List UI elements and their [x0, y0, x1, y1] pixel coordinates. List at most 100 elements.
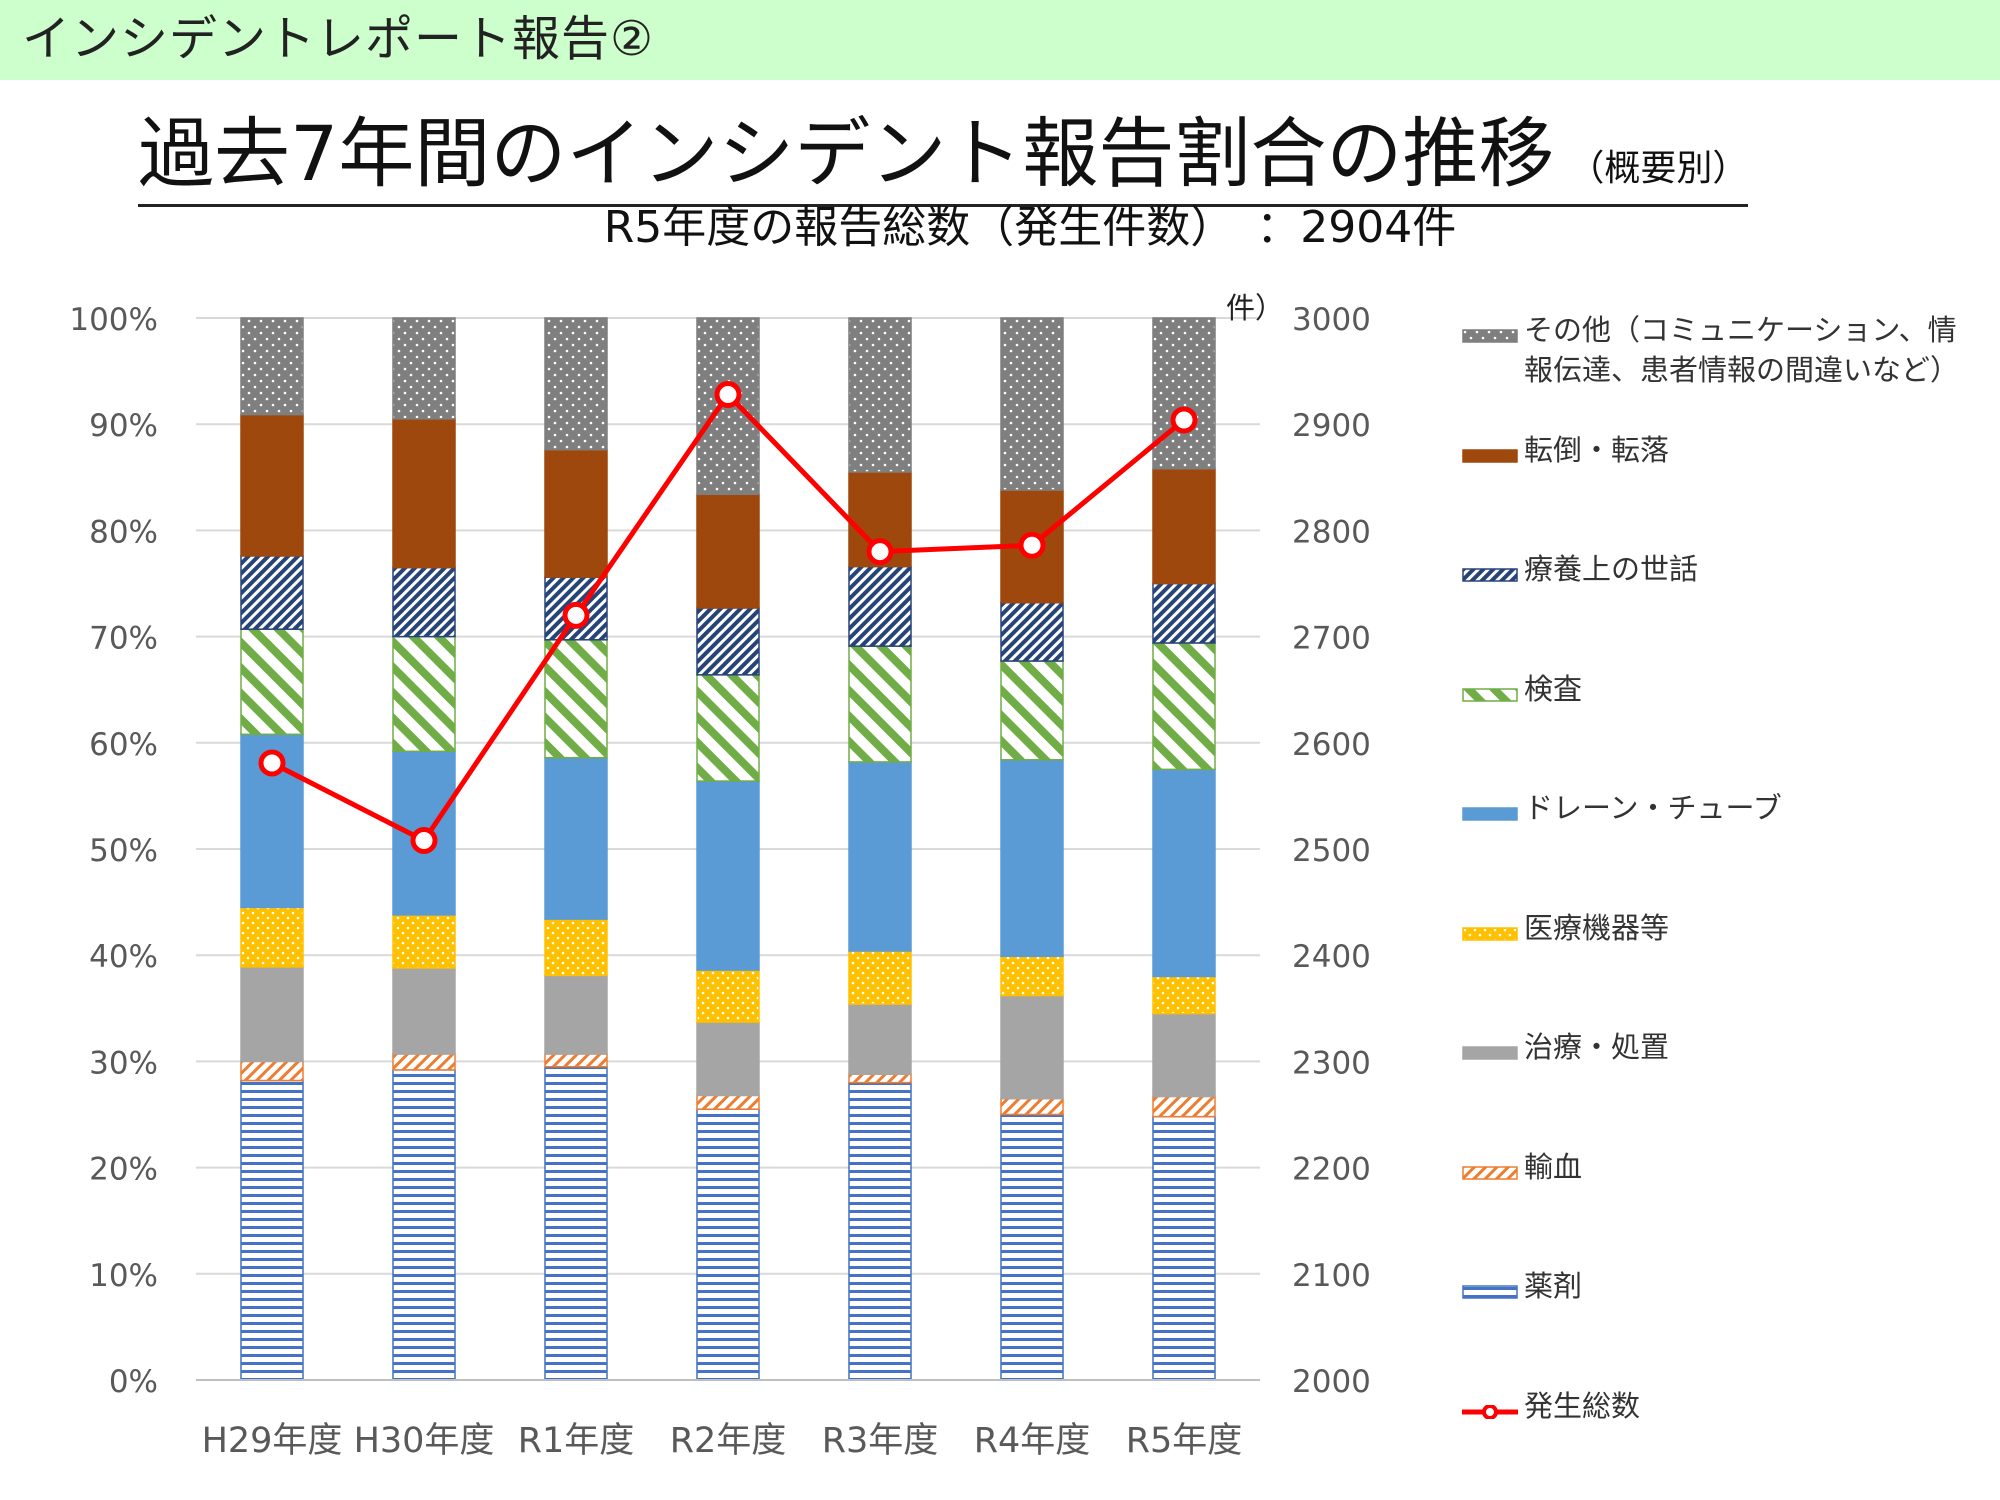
header-banner: インシデントレポート報告②: [0, 0, 2000, 80]
bar-segment-2: [392, 1053, 456, 1071]
x-tick-label: R1年度: [518, 1421, 635, 1461]
banner-title: インシデントレポート報告②: [22, 11, 655, 67]
bar-segment-8: [240, 413, 304, 557]
legend-swatch: [1462, 567, 1518, 582]
bar-segment-6: [1000, 660, 1064, 761]
bar-segment-2: [848, 1073, 912, 1084]
bar-segment-5: [848, 761, 912, 952]
bar-segment-1: [544, 1065, 608, 1381]
bar-segment-8: [696, 493, 760, 609]
left-tick-label: 10%: [89, 1258, 158, 1294]
bar-segment-1: [696, 1108, 760, 1381]
total-count-point: [714, 380, 742, 408]
legend-swatch: [1462, 1403, 1518, 1420]
subtitle: R5年度の報告総数（発生件数） ：2904件: [603, 202, 1457, 253]
legend-label: ドレーン・チューブ: [1524, 791, 1782, 825]
bar-segment-9: [240, 317, 304, 416]
legend-swatch: [1462, 1284, 1518, 1299]
legend-label: 薬剤: [1524, 1269, 1583, 1303]
left-tick-label: 80%: [89, 514, 158, 550]
legend-swatch: [1462, 1045, 1518, 1060]
x-tick-label: R3年度: [822, 1421, 939, 1461]
legend-swatch: [1462, 687, 1518, 702]
bar-segment-1: [848, 1081, 912, 1381]
bar-segment-2: [696, 1094, 760, 1110]
right-tick-label: 2100: [1292, 1258, 1371, 1294]
bar-segment-7: [240, 555, 304, 630]
left-tick-label: 90%: [89, 408, 158, 444]
left-tick-label: 30%: [89, 1045, 158, 1081]
legend-label: 療養上の世話: [1524, 552, 1699, 586]
bar-segment-1: [392, 1069, 456, 1381]
legend-swatch: [1462, 448, 1518, 463]
bar-segment-1: [1000, 1113, 1064, 1381]
bar-segment-7: [696, 607, 760, 676]
left-tick-label: 60%: [89, 727, 158, 763]
bar-segment-4: [240, 906, 304, 968]
legend-label: 転倒・転落: [1524, 432, 1670, 467]
total-count-point: [562, 601, 590, 629]
page-title: 過去7年間のインシデント報告割合の推移 （概要別）: [138, 108, 1749, 207]
bar-segment-6: [1152, 642, 1216, 771]
bar-segment-9: [392, 317, 456, 420]
bar-segment-7: [1000, 601, 1064, 662]
left-tick-label: 100%: [69, 302, 158, 338]
right-tick-label: 2400: [1292, 939, 1371, 975]
right-tick-label: 3000: [1292, 302, 1371, 338]
bar-segment-3: [696, 1021, 760, 1097]
bar-segment-4: [1152, 975, 1216, 1015]
bar-segment-1: [1152, 1115, 1216, 1381]
bar-segment-2: [1000, 1097, 1064, 1116]
bar-segment-8: [1152, 468, 1216, 585]
legend-label: 発生総数: [1524, 1388, 1641, 1423]
legend-swatch: [1462, 1165, 1518, 1180]
bar-segment-3: [544, 974, 608, 1055]
right-tick-label: 2600: [1292, 727, 1371, 763]
bar-segment-9: [848, 317, 912, 473]
left-tick-label: 40%: [89, 939, 158, 975]
bar-segment-4: [696, 969, 760, 1023]
x-tick-label: R2年度: [670, 1421, 787, 1461]
bar-segment-5: [696, 780, 760, 971]
legend-label: 輸血: [1524, 1149, 1583, 1184]
bar-segment-1: [240, 1079, 304, 1381]
total-count-point: [1170, 406, 1198, 434]
right-tick-label: 2300: [1292, 1045, 1371, 1081]
bar-segment-9: [1152, 317, 1216, 470]
right-tick-label: 2800: [1292, 514, 1371, 550]
title-main: 過去7年間のインシデント報告割合の推移: [138, 109, 1555, 198]
bar-segment-6: [848, 645, 912, 763]
legend-label: 医療機器等: [1524, 910, 1670, 945]
bar-segment-9: [544, 317, 608, 451]
left-tick-label: 70%: [89, 621, 158, 657]
x-tick-label: R5年度: [1126, 1421, 1243, 1461]
right-tick-label: 2500: [1292, 833, 1371, 869]
title-suffix: （概要別）: [1568, 148, 1749, 189]
bar-segment-6: [544, 639, 608, 759]
bar-segment-7: [848, 565, 912, 647]
bar-segment-7: [1152, 582, 1216, 644]
left-tick-label: 0%: [109, 1364, 158, 1400]
bar-segment-6: [392, 635, 456, 753]
total-count-point: [410, 827, 438, 855]
bar-segment-8: [392, 418, 456, 569]
total-count-point: [258, 749, 286, 777]
left-tick-label: 20%: [89, 1152, 158, 1188]
legend-swatch: [1462, 806, 1518, 821]
bar-segment-2: [240, 1060, 304, 1082]
right-axis-unit-label: 件）: [1226, 291, 1284, 325]
bar-segment-3: [392, 967, 456, 1055]
bar-segment-5: [1152, 768, 1216, 978]
bar-segment-4: [392, 914, 456, 969]
bar-segment-9: [1000, 317, 1064, 491]
bar-segment-4: [1000, 955, 1064, 997]
bar-segment-4: [848, 950, 912, 1005]
bar-segment-3: [240, 966, 304, 1063]
total-count-point: [1018, 531, 1046, 559]
x-tick-label: H29年度: [202, 1421, 343, 1461]
total-count-point: [866, 538, 894, 566]
bar-segment-8: [544, 448, 608, 578]
x-tick-label: R4年度: [974, 1421, 1091, 1461]
bar-segment-7: [392, 566, 456, 638]
